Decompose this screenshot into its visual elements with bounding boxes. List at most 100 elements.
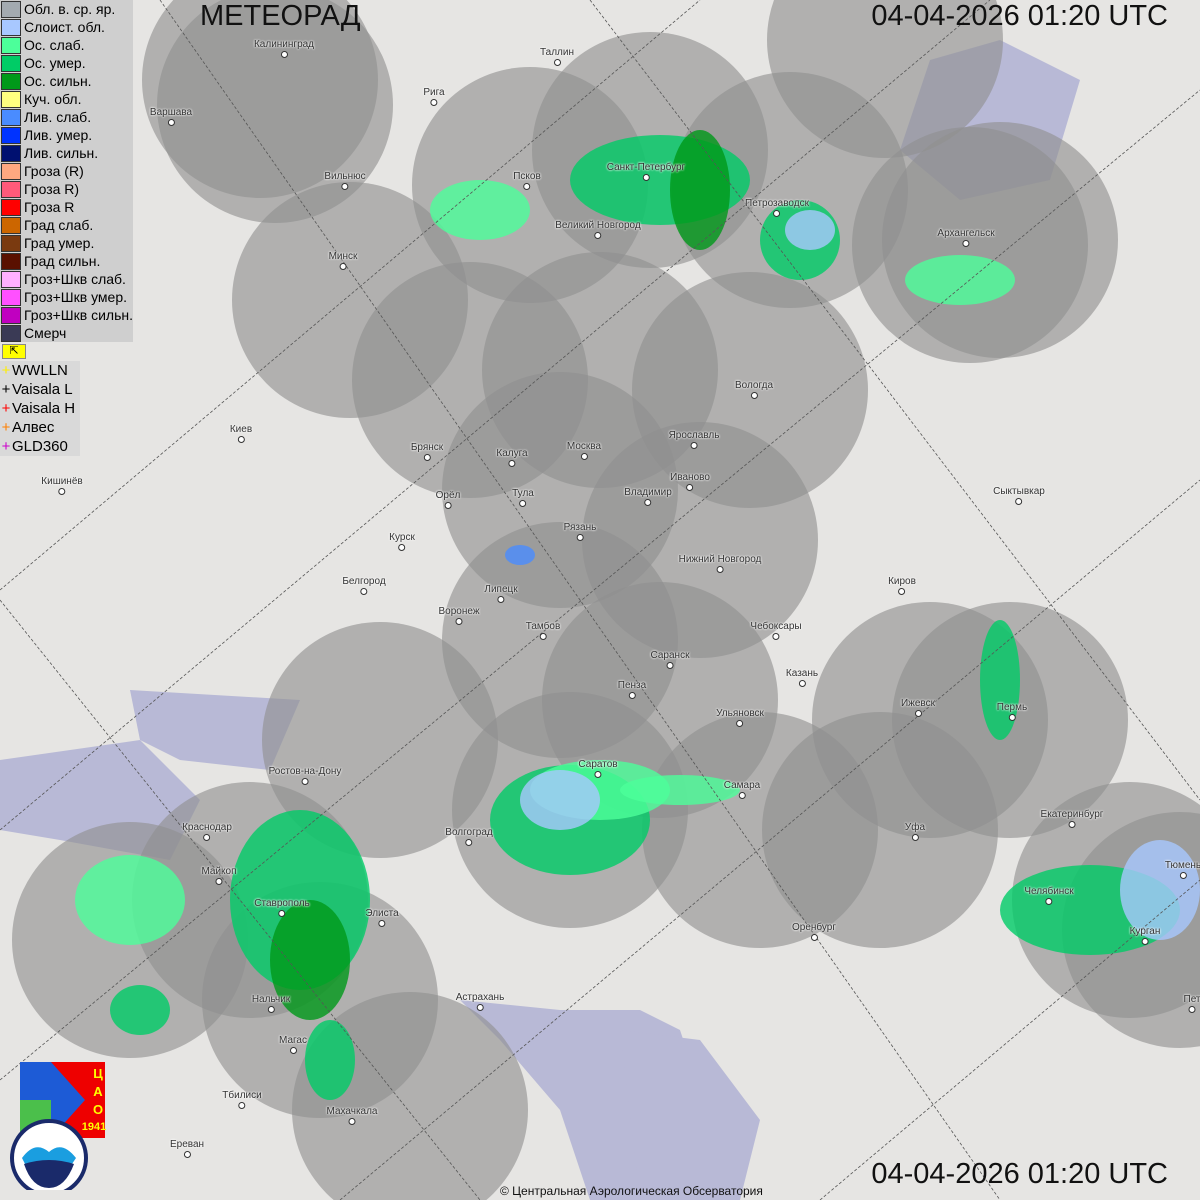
- cross-icon: +: [1, 381, 11, 398]
- city-name: Тбилиси: [222, 1090, 262, 1101]
- city-label: Чебоксары: [750, 621, 802, 640]
- precipitation-area: [670, 130, 730, 250]
- city-label: Ижевск: [901, 698, 935, 717]
- city-marker-icon: [289, 1047, 297, 1054]
- city-name: Саратов: [578, 759, 618, 770]
- city-name: Иваново: [670, 472, 710, 483]
- legend-item: Ос. сильн.: [0, 72, 133, 90]
- city-marker-icon: [519, 500, 527, 507]
- city-marker-icon: [772, 633, 780, 640]
- city-marker-icon: [666, 662, 674, 669]
- radar-coverage-circle: [142, 0, 378, 198]
- precipitation-legend: Обл. в. ср. яр. Слоист. обл. Ос. слаб. Ос. …: [0, 0, 133, 342]
- city-marker-icon: [523, 183, 531, 190]
- lightning-source: + WWLLN: [0, 361, 80, 380]
- legend-swatch: [1, 180, 21, 198]
- city-label: Псков: [513, 171, 541, 190]
- city-marker-icon: [553, 59, 561, 66]
- radar-coverage-circle: [882, 122, 1118, 358]
- city-label: Курган: [1130, 926, 1160, 945]
- city-name: Сыктывкар: [993, 486, 1045, 497]
- city-label: Вильнюс: [324, 171, 366, 190]
- precipitation-area: [270, 900, 350, 1020]
- city-label: Ставрополь: [254, 898, 310, 917]
- lightning-label: Алвес: [12, 419, 55, 436]
- city-label: Нальчик: [252, 994, 290, 1013]
- city-marker-icon: [716, 566, 724, 573]
- legend-swatch: [1, 234, 21, 252]
- legend-label: Обл. в. ср. яр.: [24, 1, 116, 17]
- city-label: Тула: [512, 488, 534, 507]
- city-label: Оренбург: [792, 922, 836, 941]
- lightning-label: Vaisala L: [12, 381, 73, 398]
- city-label: Уфа: [905, 822, 925, 841]
- city-label: Таллин: [540, 47, 574, 66]
- city-name: Ереван: [169, 1139, 205, 1150]
- city-name: Орёл: [435, 490, 461, 501]
- city-name: Петрозаводск: [745, 198, 809, 209]
- legend-label: Ос. умер.: [24, 55, 86, 71]
- city-label: Калуга: [496, 448, 528, 467]
- legend-label: Град слаб.: [24, 217, 94, 233]
- city-marker-icon: [238, 1102, 246, 1109]
- legend-swatch: [1, 108, 21, 126]
- city-marker-icon: [686, 484, 694, 491]
- city-label: Белгород: [342, 576, 386, 595]
- cross-icon: +: [1, 419, 11, 436]
- city-label: Орёл: [435, 490, 461, 509]
- legend-item: Ос. умер.: [0, 54, 133, 72]
- city-marker-icon: [736, 720, 744, 727]
- lightning-source: + Vaisala H: [0, 399, 80, 418]
- legend-swatch: [1, 270, 21, 288]
- legend-swatch: [1, 54, 21, 72]
- city-marker-icon: [594, 771, 602, 778]
- legend-swatch: [1, 216, 21, 234]
- city-marker-icon: [738, 792, 746, 799]
- radar-coverage-circle: [767, 0, 1003, 158]
- city-name: Майкоп: [201, 866, 237, 877]
- legend-item: Слоист. обл.: [0, 18, 133, 36]
- city-name: Липецк: [484, 584, 518, 595]
- city-label: Варшава: [150, 107, 192, 126]
- city-label: Тамбов: [526, 621, 560, 640]
- city-name: Воронеж: [438, 606, 480, 617]
- legend-swatch: [1, 324, 21, 342]
- legend-label: Гроз+Шкв сильн.: [24, 307, 133, 323]
- legend-item: Лив. умер.: [0, 126, 133, 144]
- city-label: Пенза: [618, 680, 646, 699]
- legend-swatch: [1, 126, 21, 144]
- city-name: Вологда: [734, 380, 774, 391]
- city-label: Казань: [786, 668, 818, 687]
- city-marker-icon: [1015, 498, 1023, 505]
- city-name: Ярославль: [668, 430, 720, 441]
- legend-label: Ос. сильн.: [24, 73, 92, 89]
- city-name: Таллин: [540, 47, 574, 58]
- city-label: Воронеж: [438, 606, 480, 625]
- precipitation-area: [110, 985, 170, 1035]
- legend-toggle-button[interactable]: ⇱: [2, 344, 26, 359]
- legend-item: Гроза (R): [0, 162, 133, 180]
- city-marker-icon: [398, 544, 406, 551]
- legend-label: Град сильн.: [24, 253, 101, 269]
- city-name: Рязань: [563, 522, 597, 533]
- city-name: Уфа: [904, 822, 926, 833]
- city-marker-icon: [339, 263, 347, 270]
- city-name: Самара: [723, 780, 761, 791]
- city-label: Великий Новгород: [555, 220, 641, 239]
- city-marker-icon: [237, 436, 245, 443]
- precipitation-area: [620, 775, 740, 805]
- svg-text:Ц: Ц: [93, 1066, 103, 1081]
- city-marker-icon: [914, 710, 922, 717]
- legend-swatch: [1, 144, 21, 162]
- radar-coverage-circle: [262, 622, 498, 858]
- legend-item: Гроза R): [0, 180, 133, 198]
- city-label: Киев: [230, 424, 252, 443]
- city-marker-icon: [301, 778, 309, 785]
- city-marker-icon: [1045, 898, 1053, 905]
- city-name: Ставрополь: [254, 898, 310, 909]
- city-marker-icon: [183, 1151, 191, 1158]
- city-label: Кишинёв: [41, 476, 83, 495]
- city-label: Архангельск: [937, 228, 995, 247]
